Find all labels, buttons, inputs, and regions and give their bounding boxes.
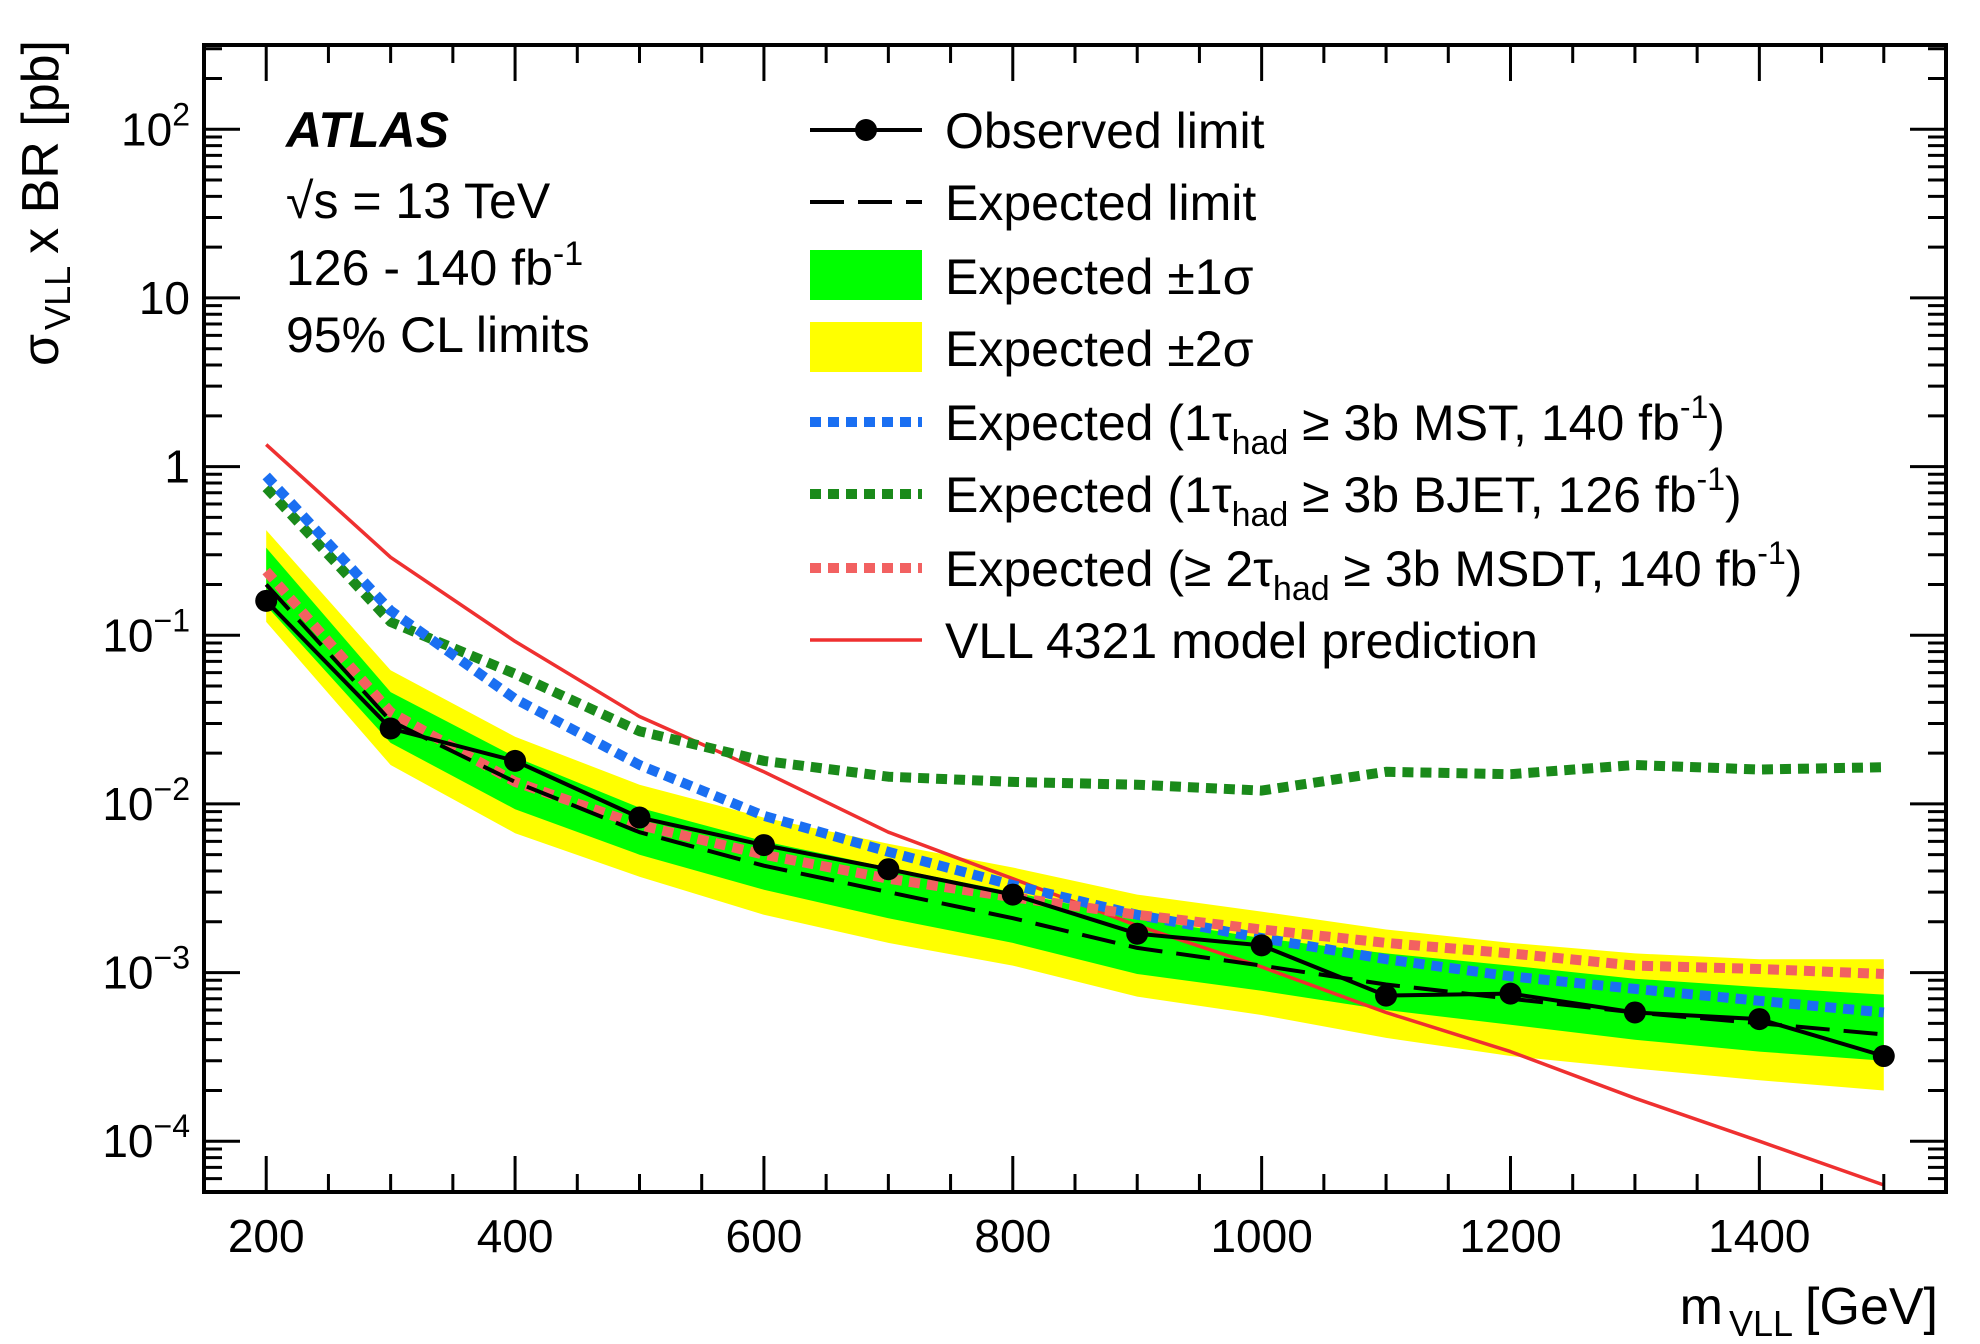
legend-label: Expected (1τhad ≥ 3b BJET, 126 fb-1) [945, 461, 1742, 534]
observed-point [1126, 922, 1149, 945]
limit-curves [255, 443, 1895, 1187]
observed-point [379, 717, 402, 740]
experiment-label: ATLAS [284, 102, 449, 158]
observed-point [504, 749, 527, 772]
uncertainty-bands [266, 530, 1884, 1091]
legend-entry: Expected ±1σ [810, 249, 1254, 305]
x-tick-label: 1400 [1708, 1210, 1810, 1262]
band-2sigma [266, 530, 1884, 1091]
x-tick-label: 400 [477, 1210, 554, 1262]
legend-label: Observed limit [945, 103, 1265, 159]
x-tick-label: 1200 [1459, 1210, 1561, 1262]
mst-expected-line [262, 472, 1885, 1018]
legend-entry: Expected (1τhad ≥ 3b BJET, 126 fb-1) [810, 461, 1742, 534]
y-tick-label: 10−4 [102, 1108, 190, 1167]
legend-entry: Expected (1τhad ≥ 3b MST, 140 fb-1) [810, 389, 1725, 462]
observed-point [1375, 984, 1398, 1007]
observed-point [628, 806, 651, 829]
legend-label: VLL 4321 model prediction [945, 613, 1538, 669]
legend-label: Expected ±1σ [945, 249, 1254, 305]
observed-point [1872, 1045, 1895, 1068]
observed-point [1748, 1008, 1771, 1031]
x-tick-label: 1000 [1210, 1210, 1312, 1262]
observed-point [1250, 934, 1273, 957]
legend-label: Expected (1τhad ≥ 3b MST, 140 fb-1) [945, 389, 1725, 462]
observed-limit-line [264, 599, 1885, 1058]
energy-label: √s = 13 TeV [286, 173, 551, 229]
legend-marker [855, 119, 877, 141]
observed-point [752, 834, 775, 857]
y-tick-label: 1 [164, 441, 190, 493]
y-tick-label: 102 [121, 96, 190, 155]
luminosity-label: 126 - 140 fb-1 [286, 235, 583, 296]
y-axis-label: σVLLx BR [pb] [12, 40, 78, 366]
band-1sigma [266, 547, 1884, 1061]
observed-point [877, 858, 900, 881]
x-tick-label: 200 [228, 1210, 305, 1262]
y-tick-label: 10−3 [102, 940, 190, 999]
legend-entry: VLL 4321 model prediction [810, 613, 1538, 669]
legend-label: Expected (≥ 2τhad ≥ 3b MSDT, 140 fb-1) [945, 535, 1802, 608]
legend-swatch [810, 322, 922, 372]
legend-entry: Expected (≥ 2τhad ≥ 3b MSDT, 140 fb-1) [810, 535, 1802, 608]
y-tick-label: 10 [139, 272, 190, 324]
observed-point [1001, 883, 1024, 906]
tick-labels: 200 400 600 800 1000 1200 1400 10−4 10−3 10−2 10−1… [102, 96, 1810, 1262]
legend: Observed limit Expected limit Expected ±1σ… [810, 103, 1802, 669]
legend-label: Expected ±2σ [945, 321, 1254, 377]
x-tick-label: 600 [726, 1210, 803, 1262]
axes [202, 43, 1948, 1194]
legend-entry: Expected ±2σ [810, 321, 1254, 377]
legend-swatch [810, 250, 922, 300]
legend-entry: Observed limit [810, 103, 1265, 159]
observed-point [1499, 982, 1522, 1005]
x-axis-label: m VLL [GeV] [1680, 1278, 1938, 1344]
y-tick-label: 10−2 [102, 771, 190, 830]
atlas-annotation: ATLAS √s = 13 TeV 126 - 140 fb-1 95% CL … [284, 102, 590, 363]
x-tick-label: 800 [974, 1210, 1051, 1262]
observed-point [1623, 1001, 1646, 1024]
legend-entry: Expected limit [810, 175, 1256, 231]
y-tick-label: 10−1 [102, 602, 190, 661]
legend-label: Expected limit [945, 175, 1256, 231]
observed-point [255, 589, 278, 612]
cl-label: 95% CL limits [286, 307, 590, 363]
